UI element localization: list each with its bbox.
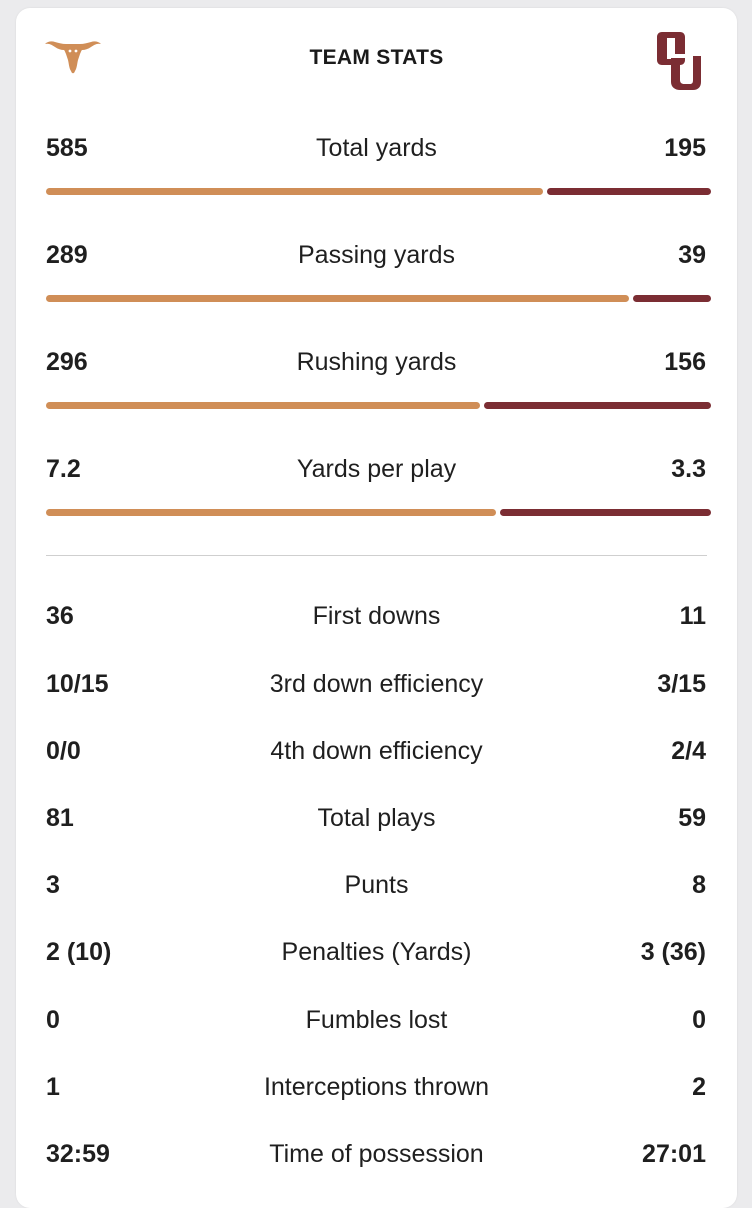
home-value: 0/0: [46, 737, 81, 765]
section-divider: [46, 555, 707, 556]
stat-label: 4th down efficiency: [270, 737, 483, 765]
comparison-bar: [46, 509, 711, 516]
stat-label: First downs: [312, 602, 441, 630]
away-value: 11: [679, 602, 706, 630]
stat-label: Rushing yards: [296, 348, 457, 376]
away-value: 2: [692, 1073, 706, 1101]
away-value: 3.3: [671, 455, 706, 483]
home-bar-fill: [46, 295, 629, 302]
stat-label: Penalties (Yards): [281, 938, 472, 966]
home-value: 289: [46, 241, 88, 269]
away-value: 8: [692, 871, 706, 899]
stat-label: Punts: [344, 871, 409, 899]
stat-label: Passing yards: [297, 241, 456, 269]
home-value: 32:59: [46, 1140, 110, 1168]
stat-label: 3rd down efficiency: [269, 670, 484, 698]
away-value: 3/15: [657, 670, 706, 698]
home-value: 7.2: [46, 455, 81, 483]
team-stats-header: TEAM STATS: [16, 8, 737, 108]
away-bar-fill: [500, 509, 711, 516]
stat-label: Yards per play: [296, 455, 457, 483]
team-stats-title: TEAM STATS: [309, 46, 444, 69]
away-bar-fill: [547, 188, 711, 195]
away-value: 39: [678, 241, 706, 269]
stat-label: Time of possession: [269, 1140, 484, 1168]
home-value: 1: [46, 1073, 60, 1101]
home-value: 3: [46, 871, 60, 899]
comparison-bar: [46, 402, 711, 409]
home-value: 36: [46, 602, 74, 630]
away-value: 27:01: [642, 1140, 706, 1168]
home-bar-fill: [46, 188, 543, 195]
away-value: 2/4: [671, 737, 706, 765]
away-value: 59: [678, 804, 706, 832]
stat-label: Total plays: [317, 804, 436, 832]
oklahoma-ou-icon: [656, 30, 702, 92]
home-value: 2 (10): [46, 938, 112, 966]
home-value: 81: [46, 804, 74, 832]
away-value: 195: [664, 134, 706, 162]
stat-label: Total yards: [316, 134, 437, 162]
home-value: 0: [46, 1006, 60, 1034]
texas-longhorn-icon: [44, 38, 102, 78]
home-value: 296: [46, 348, 88, 376]
away-bar-fill: [633, 295, 711, 302]
home-value: 10/15: [46, 670, 109, 698]
stat-label: Fumbles lost: [305, 1006, 448, 1034]
comparison-bar: [46, 295, 711, 302]
away-value: 3 (36): [640, 938, 706, 966]
comparison-bar: [46, 188, 711, 195]
home-value: 585: [46, 134, 88, 162]
stat-label: Interceptions thrown: [263, 1073, 490, 1101]
away-value: 0: [692, 1006, 706, 1034]
away-bar-fill: [484, 402, 711, 409]
home-bar-fill: [46, 509, 496, 516]
home-bar-fill: [46, 402, 480, 409]
team-stats-card: TEAM STATS 585 Total yards 195 289 Passi…: [16, 8, 737, 1208]
away-value: 156: [664, 348, 706, 376]
